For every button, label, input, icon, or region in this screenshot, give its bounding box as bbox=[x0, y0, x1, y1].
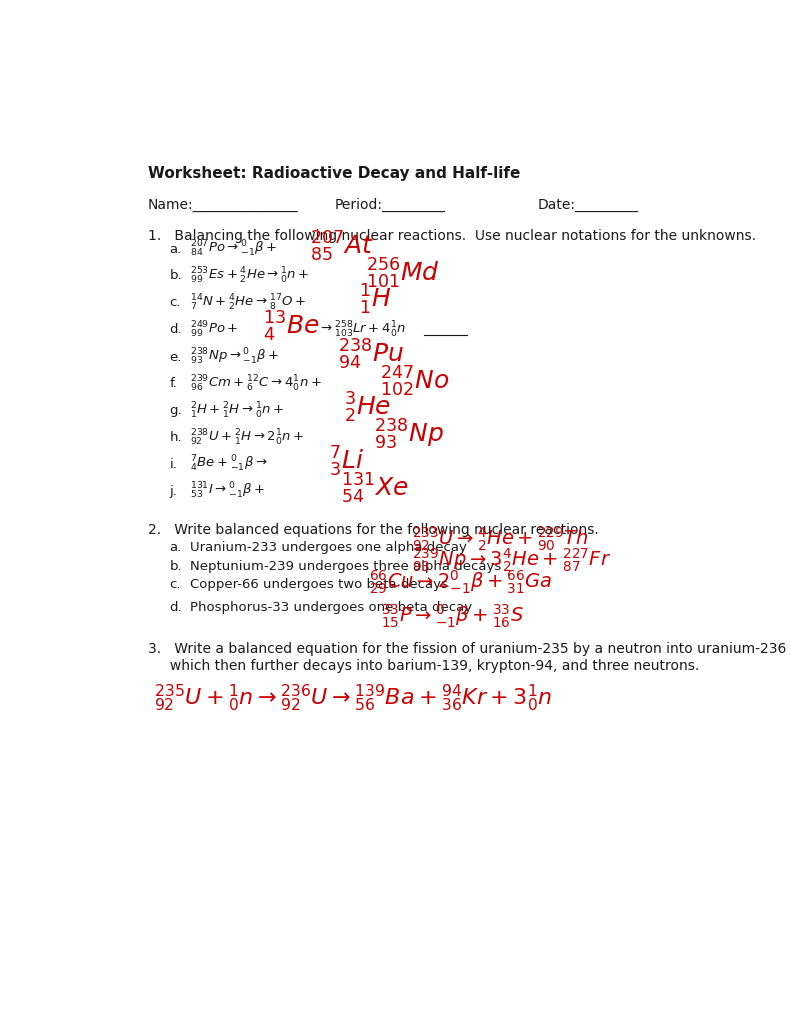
Text: 2.   Write balanced equations for the following nuclear reactions.: 2. Write balanced equations for the foll… bbox=[148, 522, 599, 537]
Text: Worksheet: Radioactive Decay and Half-life: Worksheet: Radioactive Decay and Half-li… bbox=[148, 166, 520, 181]
Text: $^{7}_{3}Li$: $^{7}_{3}Li$ bbox=[329, 444, 364, 479]
Text: a.: a. bbox=[169, 541, 182, 554]
Text: $^{3}_{2}He$: $^{3}_{2}He$ bbox=[344, 391, 392, 425]
Text: $^{2}_{1}H+^{2}_{1}H\rightarrow^{1}_{0}n +$: $^{2}_{1}H+^{2}_{1}H\rightarrow^{1}_{0}n… bbox=[190, 400, 284, 421]
Text: Date:_________: Date:_________ bbox=[537, 198, 638, 212]
Text: i.: i. bbox=[169, 458, 177, 471]
Text: $^{1}_{1}H$: $^{1}_{1}H$ bbox=[359, 284, 392, 317]
Text: Neptunium-239 undergoes three alpha decays: Neptunium-239 undergoes three alpha deca… bbox=[190, 559, 501, 572]
Text: $^{249}_{99}Po +$: $^{249}_{99}Po +$ bbox=[190, 319, 238, 340]
Text: $^{66}_{29}Cu\rightarrow 2^{0}_{-1}\beta +^{66}_{31}Ga$: $^{66}_{29}Cu\rightarrow 2^{0}_{-1}\beta… bbox=[369, 569, 552, 596]
Text: g.: g. bbox=[169, 404, 182, 417]
Text: $^{238}_{94}Pu$: $^{238}_{94}Pu$ bbox=[338, 338, 404, 372]
Text: $^{207}_{85}At$: $^{207}_{85}At$ bbox=[310, 229, 374, 264]
Text: $^{239}_{93}Np\rightarrow 3^{4}_{2}He+^{227}_{87}Fr$: $^{239}_{93}Np\rightarrow 3^{4}_{2}He+^{… bbox=[411, 547, 611, 574]
Text: $^{7}_{4}Be+^{0}_{-1}\beta\rightarrow$: $^{7}_{4}Be+^{0}_{-1}\beta\rightarrow$ bbox=[190, 455, 267, 474]
Text: h.: h. bbox=[169, 431, 182, 444]
Text: $^{238}_{92}U+^{2}_{1}H\rightarrow 2^{1}_{0}n +$: $^{238}_{92}U+^{2}_{1}H\rightarrow 2^{1}… bbox=[190, 427, 304, 447]
Text: b.: b. bbox=[169, 559, 182, 572]
Text: which then further decays into barium-139, krypton-94, and three neutrons.: which then further decays into barium-13… bbox=[148, 659, 699, 673]
Text: f.: f. bbox=[169, 378, 177, 390]
Text: $^{247}_{102}No$: $^{247}_{102}No$ bbox=[380, 365, 448, 398]
Text: c.: c. bbox=[169, 296, 181, 309]
Text: d.: d. bbox=[169, 323, 182, 336]
Text: b.: b. bbox=[169, 269, 182, 283]
Text: $^{233}_{92}U\rightarrow ^{4}_{2}He + ^{229}_{90}Th$: $^{233}_{92}U\rightarrow ^{4}_{2}He + ^{… bbox=[411, 525, 588, 553]
Text: $\rightarrow^{258}_{103}Lr +4^{1}_{0}n$: $\rightarrow^{258}_{103}Lr +4^{1}_{0}n$ bbox=[318, 319, 406, 340]
Text: e.: e. bbox=[169, 350, 182, 364]
Text: $^{13}_{4}Be$: $^{13}_{4}Be$ bbox=[263, 310, 320, 344]
Text: $^{14}_{7}N+^{4}_{2}He\rightarrow^{17}_{8}O +$: $^{14}_{7}N+^{4}_{2}He\rightarrow^{17}_{… bbox=[190, 293, 305, 312]
Text: $^{131}_{53}I\rightarrow^{0}_{-1}\beta +$: $^{131}_{53}I\rightarrow^{0}_{-1}\beta +… bbox=[190, 481, 265, 501]
Text: $^{256}_{101}Md$: $^{256}_{101}Md$ bbox=[365, 256, 440, 291]
Text: c.: c. bbox=[169, 579, 181, 592]
Text: $^{207}_{84}Po\rightarrow^{0}_{-1}\beta +$: $^{207}_{84}Po\rightarrow^{0}_{-1}\beta … bbox=[190, 239, 277, 259]
Text: Name:_______________: Name:_______________ bbox=[148, 198, 298, 212]
Text: $^{238}_{93}Np\rightarrow^{0}_{-1}\beta +$: $^{238}_{93}Np\rightarrow^{0}_{-1}\beta … bbox=[190, 347, 279, 368]
Text: $^{131}_{54}Xe$: $^{131}_{54}Xe$ bbox=[341, 472, 409, 506]
Text: Copper-66 undergoes two beta decays: Copper-66 undergoes two beta decays bbox=[190, 579, 448, 592]
Text: Phosphorus-33 undergoes one beta decay: Phosphorus-33 undergoes one beta decay bbox=[190, 601, 471, 614]
Text: $^{33}_{15}P\rightarrow ^{0}_{-1}\beta + ^{33}_{16}S$: $^{33}_{15}P\rightarrow ^{0}_{-1}\beta +… bbox=[381, 603, 524, 630]
Text: 3.   Write a balanced equation for the fission of uranium-235 by a neutron into : 3. Write a balanced equation for the fis… bbox=[148, 642, 786, 655]
Text: $^{238}_{93}Np$: $^{238}_{93}Np$ bbox=[373, 418, 443, 453]
Text: j.: j. bbox=[169, 484, 177, 498]
Text: Period:_________: Period:_________ bbox=[335, 198, 446, 212]
Text: $^{235}_{92}U + ^{1}_{0}n\rightarrow ^{236}_{92}U\rightarrow ^{139}_{56}Ba +^{94: $^{235}_{92}U + ^{1}_{0}n\rightarrow ^{2… bbox=[154, 683, 552, 714]
Text: Uranium-233 undergoes one alpha decay: Uranium-233 undergoes one alpha decay bbox=[190, 541, 467, 554]
Text: a.: a. bbox=[169, 243, 182, 256]
Text: 1.   Balancing the following nuclear reactions.  Use nuclear notations for the u: 1. Balancing the following nuclear react… bbox=[148, 229, 756, 244]
Text: $^{253}_{99}Es+^{4}_{2}He\rightarrow^{1}_{0}n +$: $^{253}_{99}Es+^{4}_{2}He\rightarrow^{1}… bbox=[190, 266, 309, 286]
Text: $^{239}_{96}Cm+^{12}_{6}C\rightarrow 4^{1}_{0}n +$: $^{239}_{96}Cm+^{12}_{6}C\rightarrow 4^{… bbox=[190, 374, 321, 394]
Text: d.: d. bbox=[169, 601, 182, 614]
